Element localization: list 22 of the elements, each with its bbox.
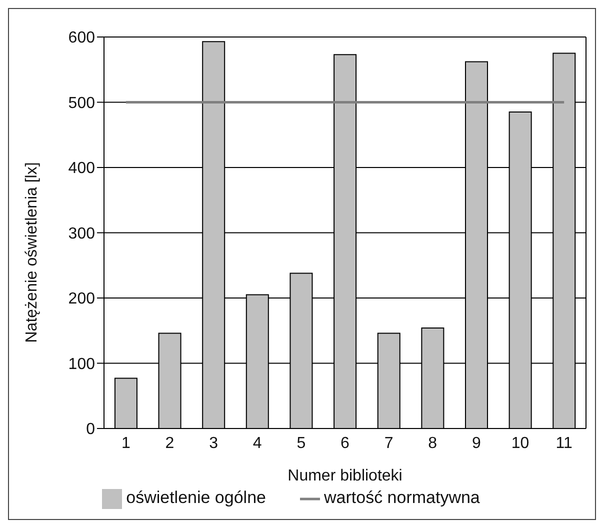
y-tick-label: 500 bbox=[68, 94, 96, 112]
x-tick-label: 7 bbox=[384, 434, 394, 452]
x-tick-label: 4 bbox=[252, 434, 262, 452]
y-tick-label: 600 bbox=[68, 30, 96, 47]
y-axis-title: Natężenie oświetlenia [lx] bbox=[24, 162, 41, 343]
y-tick-label: 100 bbox=[68, 356, 96, 373]
x-tick-label: 10 bbox=[511, 434, 530, 452]
x-tick-label: 3 bbox=[209, 434, 218, 452]
x-tick-label: 2 bbox=[165, 434, 174, 452]
x-tick-label: 8 bbox=[428, 434, 438, 452]
x-axis-title: Numer biblioteki bbox=[288, 467, 402, 484]
y-tick-label: 400 bbox=[68, 160, 96, 178]
x-tick-label: 1 bbox=[121, 434, 130, 452]
x-tick-label: 5 bbox=[296, 434, 306, 452]
legend-label: wartość normatywna bbox=[324, 488, 480, 508]
x-tick-label: 9 bbox=[472, 434, 481, 452]
y-tick-label: 300 bbox=[68, 225, 96, 242]
y-tick-label: 0 bbox=[86, 421, 96, 438]
y-tick-label: 200 bbox=[68, 290, 96, 308]
x-tick-label: 6 bbox=[340, 434, 350, 452]
legend-label: oświetlenie ogólne bbox=[126, 488, 266, 508]
x-tick-label: 11 bbox=[556, 434, 572, 452]
